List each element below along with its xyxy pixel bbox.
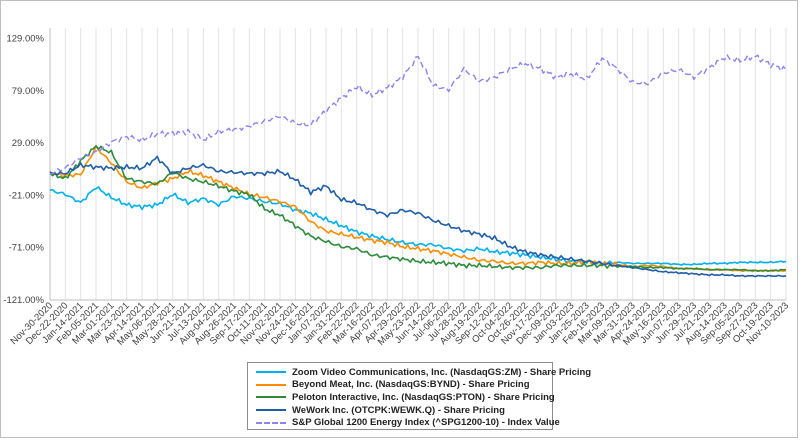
axes	[49, 28, 786, 301]
legend-label: Peloton Interactive, Inc. (NasdaqGS:PTON…	[292, 391, 555, 403]
y-tick-label: 129.00%	[6, 33, 44, 44]
legend-item: WeWork Inc. (OTCPK:WEWK.Q) - Share Prici…	[256, 404, 552, 417]
legend-swatch	[256, 371, 286, 374]
series-line-3	[49, 155, 787, 278]
series-lines	[49, 54, 787, 278]
legend-swatch	[256, 409, 286, 412]
y-tick-label: 79.00%	[12, 86, 45, 97]
legend-item: S&P Global 1200 Energy Index (^SPG1200-1…	[256, 416, 560, 429]
series-line-1	[49, 145, 787, 273]
legend-label: S&P Global 1200 Energy Index (^SPG1200-1…	[292, 417, 560, 429]
y-tick-label: -71.00%	[9, 243, 45, 254]
legend: Zoom Video Communications, Inc. (NasdaqG…	[247, 362, 591, 430]
legend-label: WeWork Inc. (OTCPK:WEWK.Q) - Share Prici…	[292, 404, 505, 416]
y-tick-labels: 129.00% 79.00% 29.00% -21.00% -71.00% -121.00…	[3, 33, 44, 306]
legend-item: Zoom Video Communications, Inc. (NasdaqG…	[256, 366, 591, 379]
legend-swatch	[256, 421, 286, 424]
y-tick-label: -21.00%	[9, 190, 45, 201]
legend-label: Beyond Meat, Inc. (NasdaqGS:BYND) - Shar…	[292, 379, 530, 391]
grid-lines	[49, 28, 787, 300]
x-tick-labels: Nov-30-2020Dec-22-2020Jan-14-2021Feb-05-…	[9, 300, 792, 347]
legend-label: Zoom Video Communications, Inc. (NasdaqG…	[292, 366, 592, 378]
y-tick-label: 29.00%	[12, 138, 45, 149]
legend-item: Peloton Interactive, Inc. (NasdaqGS:PTON…	[256, 391, 555, 404]
legend-swatch	[256, 396, 286, 399]
y-tick-label: -121.00%	[3, 295, 44, 306]
legend-item: Beyond Meat, Inc. (NasdaqGS:BYND) - Shar…	[256, 379, 552, 392]
series-line-2	[49, 145, 787, 273]
series-line-0	[49, 186, 787, 266]
series-line-4	[49, 54, 787, 175]
legend-swatch	[256, 383, 286, 386]
